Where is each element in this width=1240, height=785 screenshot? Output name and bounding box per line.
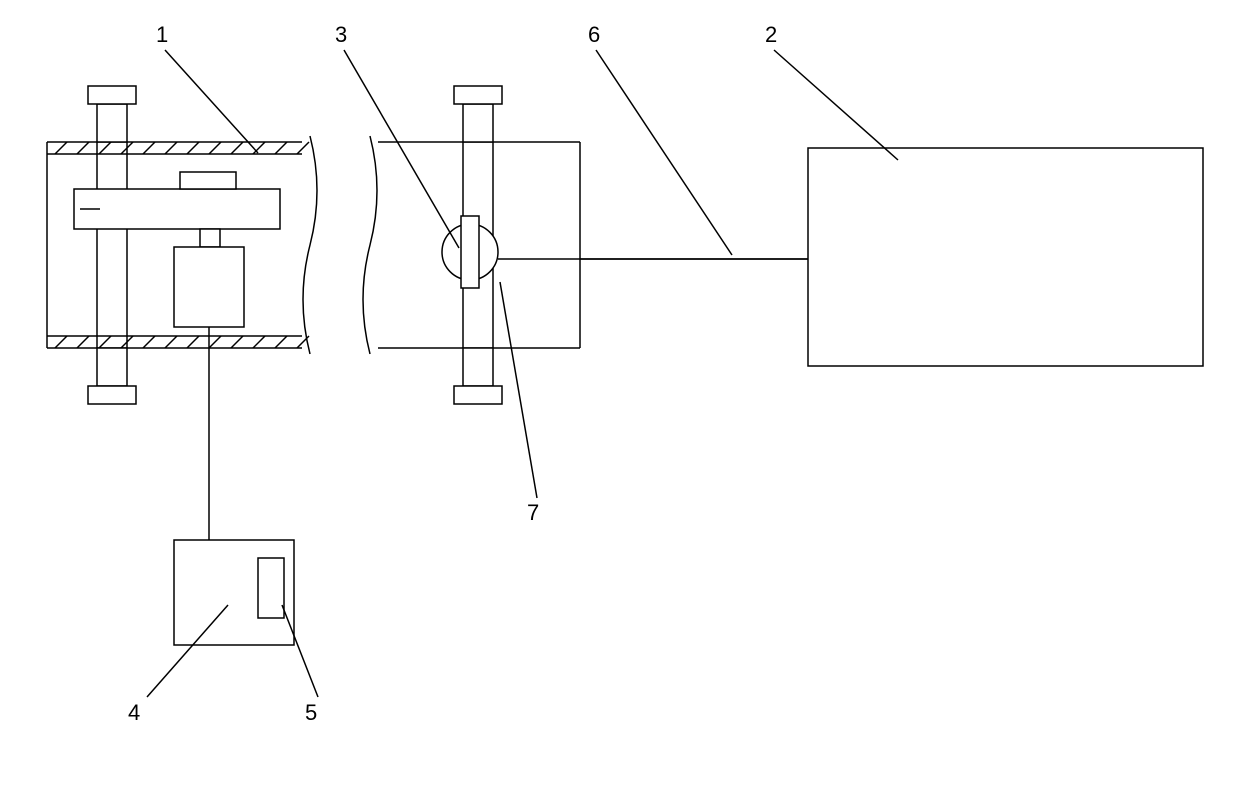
ref-label-2: 2: [765, 22, 777, 47]
diagram-canvas: 1 3 6 2 7 4 5: [0, 0, 1240, 785]
ref-label-5: 5: [305, 700, 317, 725]
ref-label-3: 3: [335, 22, 347, 47]
ref-label-7: 7: [527, 500, 539, 525]
ref-label-6: 6: [588, 22, 600, 47]
ref-label-1: 1: [156, 22, 168, 47]
ref-label-4: 4: [128, 700, 140, 725]
schematic-svg: 1 3 6 2 7 4 5: [0, 0, 1240, 785]
